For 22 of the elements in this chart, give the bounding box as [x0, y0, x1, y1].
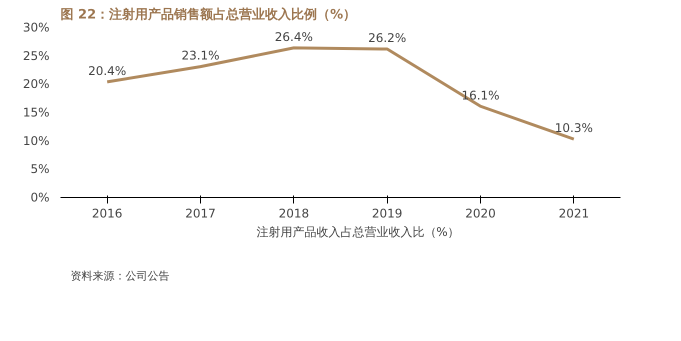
y-tick-label: 15% — [22, 106, 50, 120]
text: 23.1% — [181, 48, 220, 63]
y-tick-label: 20% — [22, 77, 50, 92]
y-tick-label: 5% — [30, 162, 50, 176]
chart-title: 图 22：注射用产品销售额占总营业收入比例（%） — [60, 6, 356, 22]
y-tick-label: 0% — [30, 190, 50, 204]
y-tick-label: 10% — [22, 134, 50, 148]
x-tick-label: 2020 — [465, 206, 496, 220]
text: 16.1% — [461, 88, 500, 102]
x-tick-label: 2021 — [558, 206, 590, 220]
x-tick-label: 2016 — [92, 206, 122, 220]
text: 资料来源：公司公告 — [70, 270, 170, 282]
text: 10.3% — [554, 121, 593, 136]
y-tick-label: 30% — [22, 20, 50, 34]
text: 26.4% — [274, 30, 313, 44]
text: 20.4% — [88, 64, 126, 78]
y-tick-label: 25% — [22, 48, 50, 63]
x-tick-label: 2018 — [278, 206, 310, 220]
x-tick-label: 2019 — [372, 206, 402, 220]
x-tick-label: 2017 — [185, 206, 216, 220]
text: 注射用产品收入占总营业收入比（%） — [256, 224, 460, 240]
text: 26.2% — [368, 31, 406, 46]
